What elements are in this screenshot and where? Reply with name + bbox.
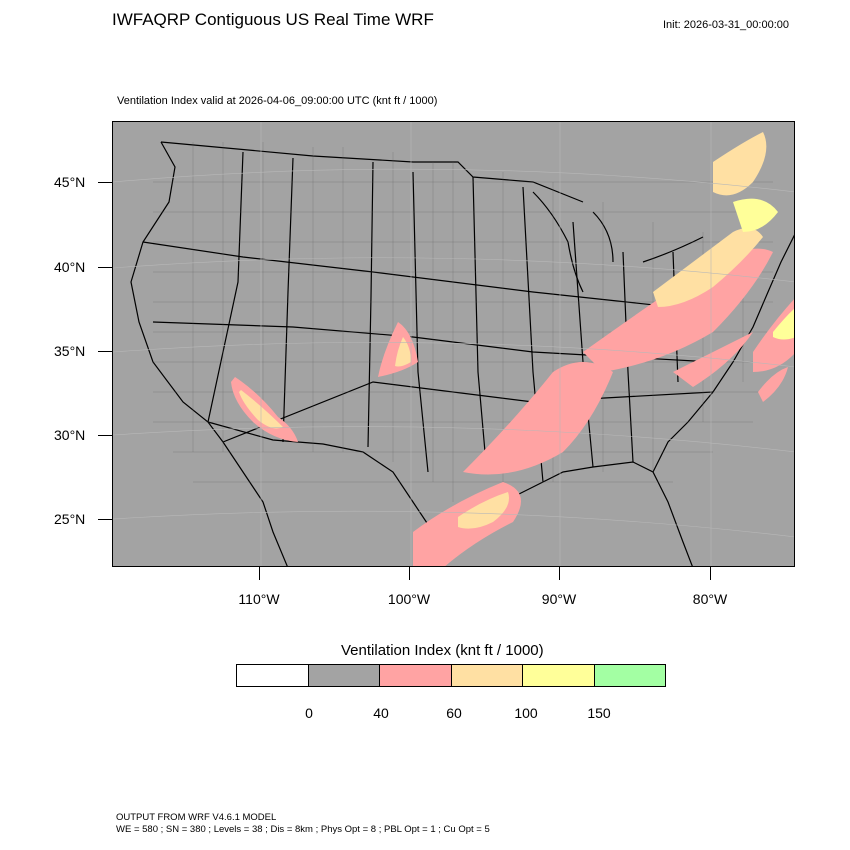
model-info-line1: OUTPUT FROM WRF V4.6.1 MODEL	[116, 812, 277, 823]
ventilation-shading	[231, 132, 794, 566]
legend-label: 100	[514, 705, 538, 721]
legend-swatch-4	[522, 664, 595, 687]
legend-swatch-3	[450, 664, 523, 687]
lat-label-40: 40°N	[54, 259, 86, 275]
lat-tick	[98, 351, 112, 352]
field-subtitle: Ventilation Index valid at 2026-04-06_09…	[117, 95, 438, 107]
legend-colorbar	[236, 664, 666, 687]
graticule	[113, 122, 794, 566]
lon-tick	[259, 567, 260, 580]
lat-label-35: 35°N	[54, 343, 86, 359]
lon-tick	[409, 567, 410, 580]
map-panel	[112, 121, 795, 567]
legend-swatch-5	[593, 664, 666, 687]
map-canvas	[113, 122, 794, 566]
lon-tick	[710, 567, 711, 580]
lat-tick	[98, 182, 112, 183]
init-time: Init: 2026-03-31_00:00:00	[663, 19, 789, 31]
legend-label: 60	[446, 705, 462, 721]
lat-tick	[98, 519, 112, 520]
legend-title: Ventilation Index (knt ft / 1000)	[341, 642, 544, 659]
lat-tick	[98, 435, 112, 436]
lon-label-90: 90°W	[541, 591, 577, 607]
lat-label-30: 30°N	[54, 427, 86, 443]
lon-label-80: 80°W	[692, 591, 728, 607]
lon-label-100: 100°W	[387, 591, 431, 607]
legend-label: 40	[373, 705, 389, 721]
legend-label: 0	[305, 705, 313, 721]
lon-label-110: 110°W	[238, 591, 280, 607]
lat-label-45: 45°N	[54, 174, 86, 190]
lat-label-25: 25°N	[54, 511, 86, 527]
model-info-line2: WE = 580 ; SN = 380 ; Levels = 38 ; Dis …	[116, 824, 490, 835]
legend-swatch-0	[236, 664, 309, 687]
lon-tick	[559, 567, 560, 580]
chart-title: IWFAQRP Contiguous US Real Time WRF	[112, 10, 434, 29]
county-grid	[153, 142, 773, 502]
legend-swatch-2	[379, 664, 452, 687]
lat-tick	[98, 267, 112, 268]
legend-swatch-1	[307, 664, 380, 687]
legend-label: 150	[587, 705, 611, 721]
